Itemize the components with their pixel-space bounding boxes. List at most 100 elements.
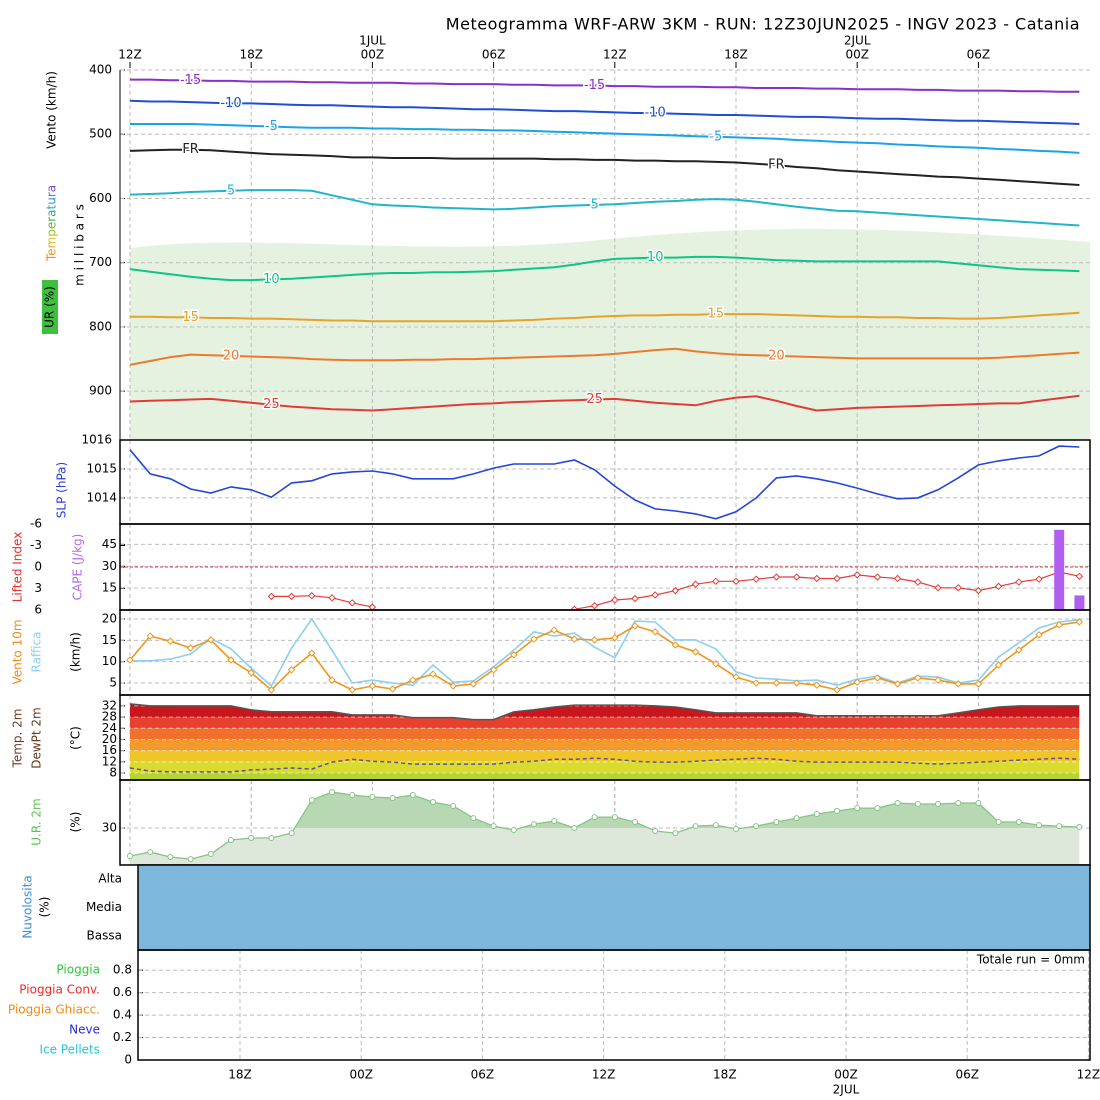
y-tick-label: 6 (34, 603, 42, 617)
cloud-cell (653, 865, 674, 894)
marker (773, 819, 780, 826)
y-tick-label: 800 (89, 319, 112, 333)
cloud-cell (157, 921, 179, 951)
marker (671, 641, 680, 649)
marker (531, 821, 537, 828)
cloud-cell (296, 893, 317, 923)
x-tick-label: 12Z (118, 48, 142, 62)
series-line (129, 189, 1080, 227)
y-label: Temp. 2m (11, 709, 25, 769)
marker (267, 686, 276, 694)
series-line (129, 703, 1080, 721)
y-label: Temperatura (45, 185, 59, 262)
y-tick-label: 400 (89, 63, 112, 77)
marker (935, 801, 941, 808)
cloud-cell (356, 865, 377, 894)
cloud-cell (891, 865, 912, 894)
marker (228, 836, 234, 843)
marker (994, 661, 1003, 669)
cloud-cell (1070, 865, 1091, 894)
cloud-cell (594, 865, 615, 894)
cloud-cell (495, 921, 516, 951)
x-tick-label: 18Z (713, 1068, 737, 1082)
y-tick-label: 0 (34, 560, 42, 574)
chart-title: Meteogramma WRF-ARW 3KM - RUN: 12Z30JUN2… (446, 15, 1080, 34)
marker (893, 574, 902, 583)
marker (955, 800, 962, 807)
marker (1035, 631, 1043, 639)
marker (853, 571, 861, 579)
cloud-cell (455, 865, 476, 894)
marker (126, 656, 134, 664)
cloud-cell (733, 921, 754, 951)
y-tick-label: 30 (102, 559, 117, 573)
contour-label: 20 (768, 348, 785, 363)
x-tick-label: 00Z (361, 48, 385, 62)
marker (288, 830, 295, 837)
panel: -15 -15 -10 -10 -5 -5 FR FR 5 5 10 10 15 15 20 20 25 25 (129, 71, 1080, 414)
cloud-cell (752, 893, 774, 923)
area-above (294, 792, 1080, 829)
contour-label: 15 (708, 307, 725, 322)
marker (995, 819, 1002, 826)
marker (934, 584, 942, 592)
panel (120, 529, 1090, 610)
cloud-cell (594, 921, 615, 951)
series-line (130, 78, 1080, 93)
marker (308, 591, 316, 600)
cloud-cell (812, 921, 833, 951)
cloud-cell (733, 893, 754, 923)
cloud-cell (217, 921, 238, 951)
label-box (42, 280, 58, 334)
cloud-cell (435, 865, 456, 894)
marker (813, 681, 821, 689)
cloud-cell (395, 865, 417, 894)
y-label: SLP (hPa) (55, 462, 69, 518)
cloud-cell (574, 921, 595, 951)
marker (672, 830, 679, 837)
cloud-cell (614, 865, 635, 894)
band (130, 703, 1080, 706)
cloud-cell (772, 865, 793, 894)
x-tick-label: 12Z (592, 1068, 616, 1082)
date-label: 2JUL (833, 1083, 860, 1097)
y-tick-label: 15 (102, 581, 117, 595)
layer-label: Bassa (87, 928, 122, 942)
marker (692, 823, 699, 830)
contour-label: 25 (586, 392, 603, 407)
cloud-cell (356, 921, 377, 951)
cloud-cell (633, 865, 655, 894)
marker (530, 635, 538, 643)
marker (409, 792, 416, 799)
cloud-cell (475, 921, 496, 951)
cloud-cell (574, 865, 595, 894)
cloud-cell (316, 865, 337, 894)
band (130, 705, 1080, 718)
cloud-cell (217, 865, 238, 894)
cloud-cell (296, 921, 317, 951)
y-label: U.R. 2m (30, 798, 44, 845)
marker (893, 680, 902, 688)
cloud-cell (138, 921, 159, 951)
y-tick-label: 900 (89, 384, 112, 398)
cloud-cell (673, 865, 694, 894)
y-tick-label: 28 (102, 710, 117, 724)
panel (127, 789, 1083, 865)
marker (348, 599, 356, 607)
y-tick-label: 15 (102, 633, 117, 647)
marker (510, 651, 518, 659)
marker (308, 797, 315, 804)
marker (813, 574, 821, 583)
marker (1075, 618, 1084, 626)
marker (308, 649, 316, 657)
marker (550, 626, 558, 634)
cloud-cell (534, 921, 555, 951)
marker (127, 853, 133, 860)
cloud-cell (713, 893, 734, 923)
cloud-cell (673, 893, 694, 923)
cloud-cell (852, 865, 873, 894)
marker (792, 679, 801, 687)
marker (147, 849, 154, 856)
marker (591, 814, 598, 821)
cloud-cell (594, 893, 615, 923)
